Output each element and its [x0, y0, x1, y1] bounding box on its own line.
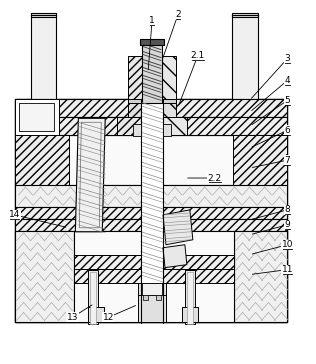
Bar — [15, 117, 59, 135]
Bar — [232, 13, 258, 17]
Bar — [182, 308, 198, 323]
Bar — [19, 103, 54, 131]
Text: 10: 10 — [282, 240, 293, 249]
Bar — [74, 255, 234, 269]
Bar — [128, 99, 141, 103]
Text: 4: 4 — [285, 76, 290, 85]
Bar — [162, 56, 176, 103]
Text: 6: 6 — [284, 126, 290, 135]
Text: 14: 14 — [9, 210, 20, 219]
Polygon shape — [75, 118, 105, 232]
Bar — [15, 99, 288, 323]
Bar — [88, 308, 104, 323]
Text: 5: 5 — [284, 96, 290, 105]
Bar — [133, 124, 141, 136]
Bar — [15, 135, 70, 185]
Bar — [15, 99, 59, 135]
Polygon shape — [163, 245, 187, 268]
Bar — [185, 270, 195, 324]
Bar — [233, 135, 288, 185]
Text: 3: 3 — [284, 54, 290, 63]
Bar — [74, 231, 234, 323]
Bar — [15, 117, 288, 135]
Bar — [143, 294, 148, 300]
Text: 7: 7 — [284, 155, 290, 165]
Text: 12: 12 — [102, 313, 114, 322]
Text: 9: 9 — [284, 220, 290, 229]
Text: 13: 13 — [67, 313, 78, 322]
Bar — [15, 231, 74, 323]
Bar — [15, 207, 288, 219]
Bar — [141, 99, 163, 323]
Bar — [15, 185, 288, 207]
Bar — [140, 39, 164, 45]
Bar — [15, 219, 288, 231]
Bar — [163, 99, 176, 103]
Bar — [163, 124, 171, 136]
Bar — [15, 99, 288, 117]
Bar — [15, 135, 288, 185]
Bar — [74, 269, 234, 282]
Polygon shape — [128, 103, 141, 117]
Bar — [88, 270, 98, 324]
Text: 8: 8 — [284, 205, 290, 214]
Bar — [128, 56, 142, 103]
Polygon shape — [163, 117, 187, 135]
Polygon shape — [163, 103, 176, 117]
Polygon shape — [117, 117, 141, 135]
Text: 2.2: 2.2 — [208, 174, 222, 182]
Bar — [15, 231, 288, 323]
Bar — [156, 294, 161, 300]
Polygon shape — [163, 210, 193, 245]
Bar — [146, 282, 158, 323]
Bar — [138, 282, 166, 294]
Bar — [90, 272, 96, 324]
Bar — [232, 15, 258, 99]
Text: 2.1: 2.1 — [191, 51, 205, 60]
Bar — [138, 294, 166, 323]
Bar — [142, 41, 162, 103]
Text: 2: 2 — [175, 10, 181, 19]
Bar — [187, 272, 193, 324]
Text: 1: 1 — [149, 16, 155, 25]
Bar — [31, 15, 57, 99]
Bar — [142, 282, 162, 294]
Bar — [31, 13, 57, 17]
Text: 11: 11 — [282, 265, 293, 274]
Bar — [234, 231, 288, 323]
